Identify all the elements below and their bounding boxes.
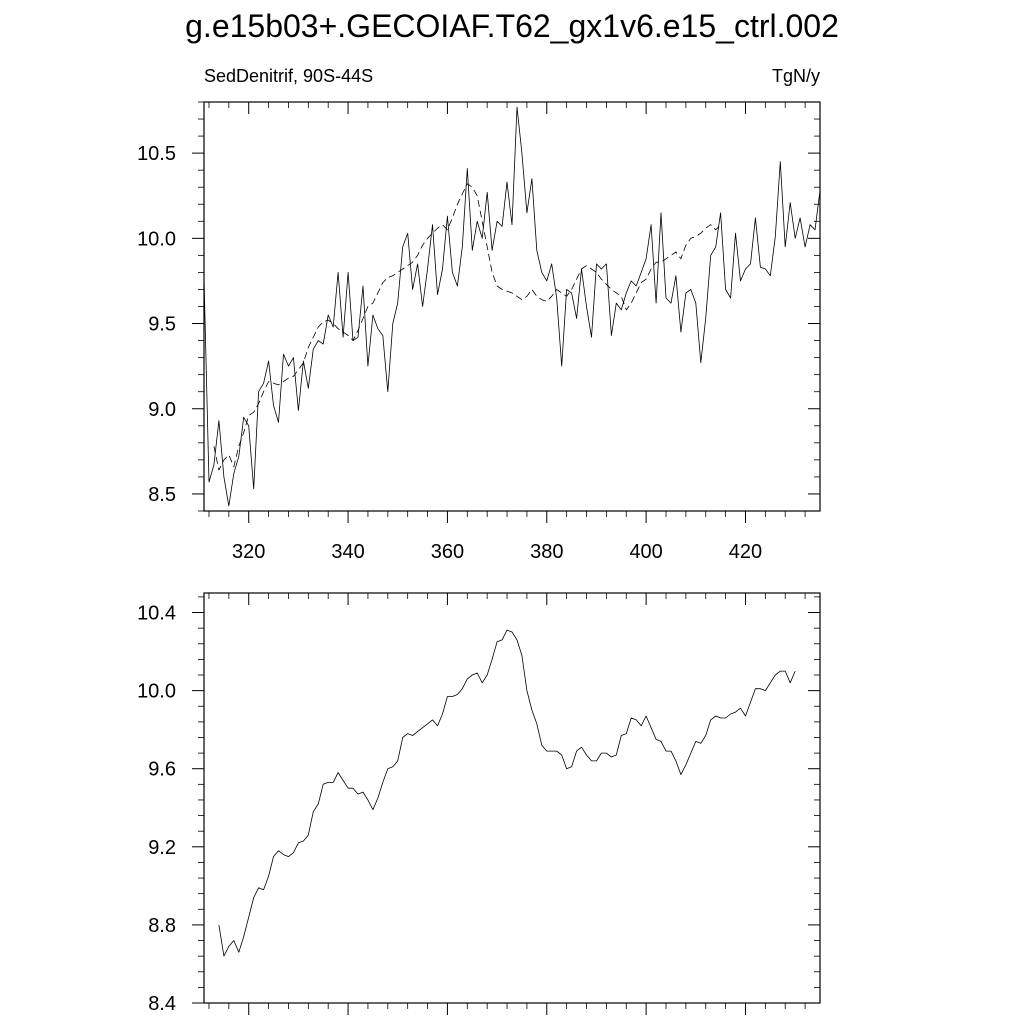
plot-frame <box>203 101 821 512</box>
series-line-1 <box>203 106 821 507</box>
y-tick-label: 8.4 <box>148 993 176 1015</box>
y-tick-label: 9.2 <box>148 837 176 859</box>
units-label: TgN/y <box>771 66 820 86</box>
y-tick-label: 9.5 <box>148 314 176 336</box>
y-tick-label: 10.0 <box>137 681 176 703</box>
variable-region-label: SedDenitrif, 90S-44S <box>204 66 374 86</box>
plot-2: 8.4 8.8 9.2 9.6 10.0 10.4 <box>137 592 821 1015</box>
x-tick-label: 360 <box>431 541 464 563</box>
y-tick-label: 10.5 <box>137 143 176 165</box>
series-line-2 <box>213 183 721 471</box>
x-tick-label: 400 <box>629 541 662 563</box>
y-tick-label: 10.0 <box>137 228 176 250</box>
plot-1: 320 340 360 380 400 420 8.5 9.0 9.5 10.0 10.5 <box>137 101 821 563</box>
y-tick-label: 8.5 <box>148 484 176 506</box>
y-tick-label: 10.4 <box>137 603 176 625</box>
y-tick-label: 9.6 <box>148 759 176 781</box>
x-tick-label: 380 <box>530 541 563 563</box>
series-line-1 <box>218 629 796 957</box>
x-tick-label: 340 <box>331 541 364 563</box>
y-tick-label: 9.0 <box>148 399 176 421</box>
x-tick-label: 420 <box>729 541 762 563</box>
x-tick-label: 320 <box>232 541 265 563</box>
y-tick-label: 8.8 <box>148 915 176 937</box>
plot-frame <box>203 592 821 1004</box>
chart-title: g.e15b03+.GECOIAF.T62_gx1v6.e15_ctrl.002 <box>185 8 839 44</box>
